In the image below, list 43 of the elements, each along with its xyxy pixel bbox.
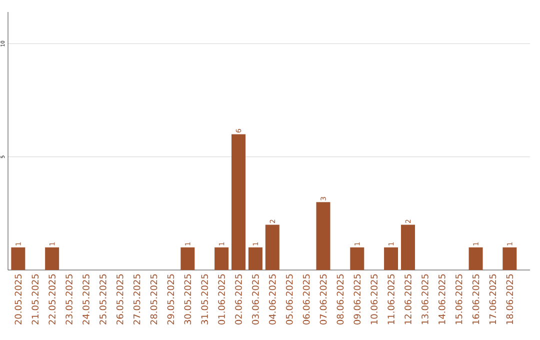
x-tick-label: 14.06.2025 [438, 274, 446, 324]
x-tick-label: 01.06.2025 [218, 274, 225, 324]
x-tick-label: 26.05.2025 [116, 274, 124, 324]
x-tick-label: 11.06.2025 [388, 274, 394, 324]
bar [316, 202, 330, 270]
bar [45, 247, 60, 270]
x-tick-label: 07.06.2025 [320, 274, 327, 324]
bar [214, 247, 229, 270]
x-tick-label: 25.05.2025 [100, 274, 106, 324]
x-tick-label: 15.06.2025 [455, 274, 462, 324]
x-tick-label: 31.05.2025 [201, 274, 208, 324]
bar [11, 247, 26, 270]
x-tick-label: 08.06.2025 [336, 274, 344, 324]
x-tick-label: 16.06.2025 [472, 274, 480, 324]
x-tick-label: 20.05.2025 [14, 274, 22, 324]
x-tick-label: 13.06.2025 [422, 274, 428, 324]
x-tick-label: 02.06.2025 [235, 274, 242, 324]
x-tick-label: 24.05.2025 [82, 274, 90, 324]
x-tick-label: 30.05.2025 [184, 274, 192, 324]
bar [502, 247, 517, 270]
x-tick-label: 09.06.2025 [354, 274, 361, 324]
x-tick-label: 10.06.2025 [370, 274, 378, 324]
x-tick-label: 12.06.2025 [404, 274, 412, 324]
x-tick-label: 17.06.2025 [489, 274, 496, 324]
x-tick-label: 28.05.2025 [150, 274, 158, 324]
x-tick-label: 23.05.2025 [66, 274, 72, 324]
bar [350, 247, 364, 270]
x-tick-label: 04.06.2025 [268, 274, 276, 324]
x-tick-label: 18.06.2025 [506, 274, 514, 324]
x-tick-label: 29.05.2025 [167, 274, 174, 324]
x-tick-label: 06.06.2025 [302, 274, 310, 324]
bar [248, 247, 262, 270]
x-tick-label: 22.05.2025 [48, 274, 56, 324]
bar [232, 134, 246, 270]
x-tick-label: 21.05.2025 [32, 274, 39, 324]
bar [180, 247, 195, 270]
x-tick-label: 27.05.2025 [133, 274, 140, 324]
bar [265, 224, 280, 270]
bar [384, 247, 398, 270]
bar [400, 224, 415, 270]
x-tick-label: 03.06.2025 [252, 274, 259, 324]
bar [468, 247, 483, 270]
x-tick-label: 05.06.2025 [286, 274, 293, 324]
